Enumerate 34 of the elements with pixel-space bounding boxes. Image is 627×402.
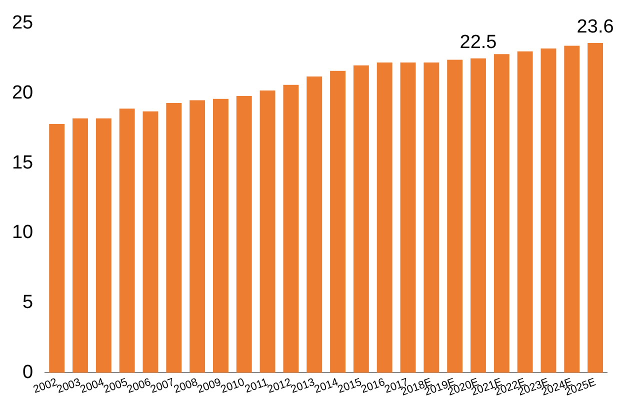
bar bbox=[72, 118, 88, 373]
bar bbox=[166, 103, 182, 373]
bar bbox=[400, 62, 416, 373]
y-tick-label: 10 bbox=[12, 222, 34, 244]
bar bbox=[470, 58, 486, 373]
bar bbox=[353, 65, 369, 373]
y-tick-label: 15 bbox=[12, 152, 34, 174]
bar bbox=[588, 42, 604, 373]
bar bbox=[260, 90, 276, 373]
bar bbox=[190, 100, 206, 373]
bar bbox=[494, 54, 510, 373]
bar bbox=[330, 70, 346, 373]
bar bbox=[96, 118, 112, 373]
bar bbox=[236, 96, 252, 373]
y-tick-label: 25 bbox=[12, 12, 34, 34]
y-tick-label: 20 bbox=[12, 82, 34, 104]
x-tick-label: 2002 bbox=[32, 376, 59, 396]
x-tick-label: 2010 bbox=[219, 376, 246, 396]
bar bbox=[424, 62, 440, 373]
bar bbox=[306, 76, 322, 373]
bar bbox=[517, 51, 533, 373]
data-label: 23.6 bbox=[576, 16, 614, 38]
bar bbox=[283, 84, 299, 373]
bar bbox=[564, 46, 580, 373]
bar bbox=[142, 111, 158, 373]
bar bbox=[447, 60, 463, 373]
bar bbox=[376, 62, 392, 373]
y-tick-label: 5 bbox=[22, 292, 34, 314]
bar bbox=[119, 108, 135, 373]
bar bbox=[49, 124, 65, 373]
bar bbox=[212, 98, 228, 373]
y-tick-label: 0 bbox=[22, 362, 34, 383]
data-label: 22.5 bbox=[460, 32, 497, 54]
bar bbox=[540, 48, 556, 373]
